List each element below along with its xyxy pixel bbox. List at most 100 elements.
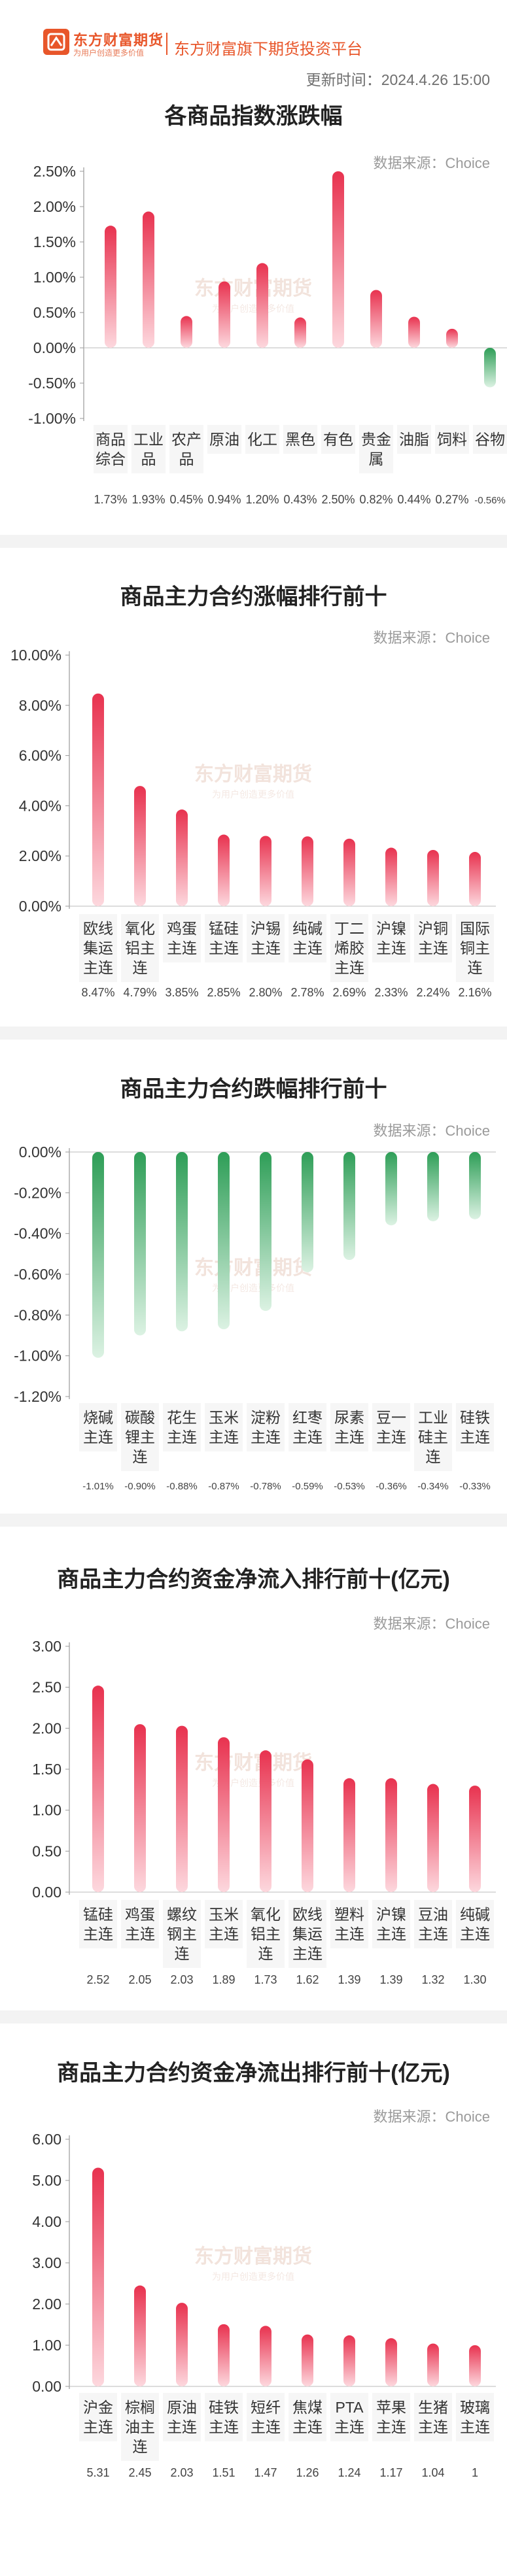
category-label: 纯碱 bbox=[292, 920, 323, 937]
category-label: 主连 bbox=[376, 1429, 406, 1446]
header-divider bbox=[166, 33, 167, 55]
category-label: 主连 bbox=[292, 1945, 323, 1962]
y-tick-label: 1.00 bbox=[32, 1802, 61, 1819]
bar bbox=[484, 348, 496, 388]
category-label-bg bbox=[288, 2393, 326, 2441]
category-label: 主连 bbox=[251, 2418, 281, 2435]
category-label-bg bbox=[79, 914, 117, 982]
category-label: 铝主 bbox=[125, 940, 155, 957]
value-label: -0.36% bbox=[376, 1481, 407, 1492]
category-label: 锰硅 bbox=[83, 1906, 113, 1923]
value-label: -0.33% bbox=[459, 1481, 491, 1492]
category-label: 塑料 bbox=[334, 1906, 364, 1923]
bar bbox=[176, 1152, 188, 1332]
category-label: 连 bbox=[133, 959, 148, 976]
y-tick-label: 0.00% bbox=[19, 898, 61, 915]
y-tick-label: 6.00% bbox=[19, 747, 61, 764]
value-label: 2.03 bbox=[170, 2466, 193, 2479]
y-tick-label: 2.00% bbox=[33, 198, 76, 215]
chart-1-source: 数据来源：Choice bbox=[373, 155, 490, 171]
bar bbox=[385, 1152, 397, 1226]
bar bbox=[176, 1725, 188, 1892]
category-label: 化工 bbox=[247, 431, 277, 448]
y-tick-label: 1.50 bbox=[32, 1761, 61, 1778]
y-tick-label: 1.00% bbox=[33, 269, 76, 286]
category-label: 铜主 bbox=[460, 940, 490, 957]
category-label: 沪铜 bbox=[418, 920, 448, 937]
category-label: 连 bbox=[468, 959, 483, 976]
category-label: 玻璃 bbox=[460, 2399, 490, 2416]
category-label-bg bbox=[79, 1403, 117, 1451]
bar bbox=[446, 328, 458, 348]
bar bbox=[176, 809, 188, 906]
bar bbox=[181, 316, 192, 348]
brand-name: 东方财富期货 bbox=[73, 32, 164, 48]
bar bbox=[92, 693, 104, 906]
y-tick-label: 2.00% bbox=[19, 847, 61, 864]
bar bbox=[385, 2338, 397, 2386]
category-label-bg bbox=[247, 2393, 285, 2441]
category-label: 硅铁 bbox=[460, 1409, 490, 1426]
category-label-bg bbox=[247, 914, 285, 962]
value-label: 1.32 bbox=[421, 1973, 444, 1986]
category-label: 集运 bbox=[83, 940, 113, 957]
category-label-bg bbox=[372, 2393, 410, 2441]
category-label-bg bbox=[330, 1403, 368, 1451]
bar bbox=[469, 852, 481, 906]
category-label: 主连 bbox=[209, 940, 239, 957]
bar bbox=[427, 2343, 439, 2386]
category-label: 生猪 bbox=[418, 2399, 448, 2416]
category-label: 锰硅 bbox=[209, 920, 239, 937]
watermark: 东方财富期货 bbox=[194, 2245, 312, 2267]
category-label-bg bbox=[372, 1403, 410, 1451]
watermark-sub: 为用户创造更多价值 bbox=[212, 1778, 294, 1788]
bar bbox=[143, 211, 154, 348]
brand-logo-icon bbox=[43, 29, 69, 55]
update-time: 更新时间：2024.4.26 15:00 bbox=[306, 71, 490, 88]
y-tick-label: 4.00 bbox=[32, 2213, 61, 2230]
value-label: 1.39 bbox=[379, 1973, 402, 1986]
y-tick-label: 0.50% bbox=[33, 304, 76, 321]
bar bbox=[260, 836, 271, 906]
category-label-bg bbox=[288, 1900, 326, 1968]
bar bbox=[385, 847, 397, 906]
watermark-sub: 为用户创造更多价值 bbox=[212, 1283, 294, 1293]
value-label: 2.85% bbox=[207, 986, 240, 999]
category-label-bg bbox=[330, 2393, 368, 2441]
value-label: 1 bbox=[472, 2466, 478, 2479]
category-label: 主连 bbox=[334, 2418, 364, 2435]
y-tick-label: -0.40% bbox=[14, 1225, 61, 1242]
category-label: 主连 bbox=[167, 940, 197, 957]
category-label: 黑色 bbox=[285, 431, 315, 448]
value-label: 0.44% bbox=[397, 493, 430, 506]
category-label: 主连 bbox=[209, 2418, 239, 2435]
category-label-bg bbox=[207, 425, 241, 454]
chart-3-title: 商品主力合约跌幅排行前十 bbox=[120, 1077, 387, 1102]
category-label-bg bbox=[414, 2393, 452, 2441]
y-tick-label: 3.00 bbox=[32, 1638, 61, 1655]
y-tick-label: -1.00% bbox=[28, 410, 76, 427]
category-label-bg bbox=[414, 914, 452, 962]
value-label: 2.16% bbox=[458, 986, 491, 999]
category-label: 有色 bbox=[323, 431, 353, 448]
category-label: 主连 bbox=[83, 959, 113, 976]
category-label: 主连 bbox=[376, 2418, 406, 2435]
category-label-bg bbox=[205, 1403, 243, 1451]
category-label: 原油 bbox=[209, 431, 239, 448]
value-label: 2.78% bbox=[290, 986, 324, 999]
category-label-bg bbox=[121, 914, 159, 982]
value-label: 1.47 bbox=[254, 2466, 277, 2479]
bar bbox=[302, 1152, 313, 1272]
category-label: 品 bbox=[179, 450, 194, 467]
category-label: 主连 bbox=[125, 1925, 155, 1942]
category-label: 花生 bbox=[167, 1409, 197, 1426]
bar bbox=[469, 1152, 481, 1219]
category-label-bg bbox=[473, 425, 507, 454]
category-label: 品 bbox=[141, 450, 156, 467]
value-label: 1.39 bbox=[338, 1973, 360, 1986]
y-tick-label: -0.20% bbox=[14, 1184, 61, 1201]
category-label-bg bbox=[163, 914, 201, 962]
value-label: -0.88% bbox=[166, 1481, 198, 1492]
